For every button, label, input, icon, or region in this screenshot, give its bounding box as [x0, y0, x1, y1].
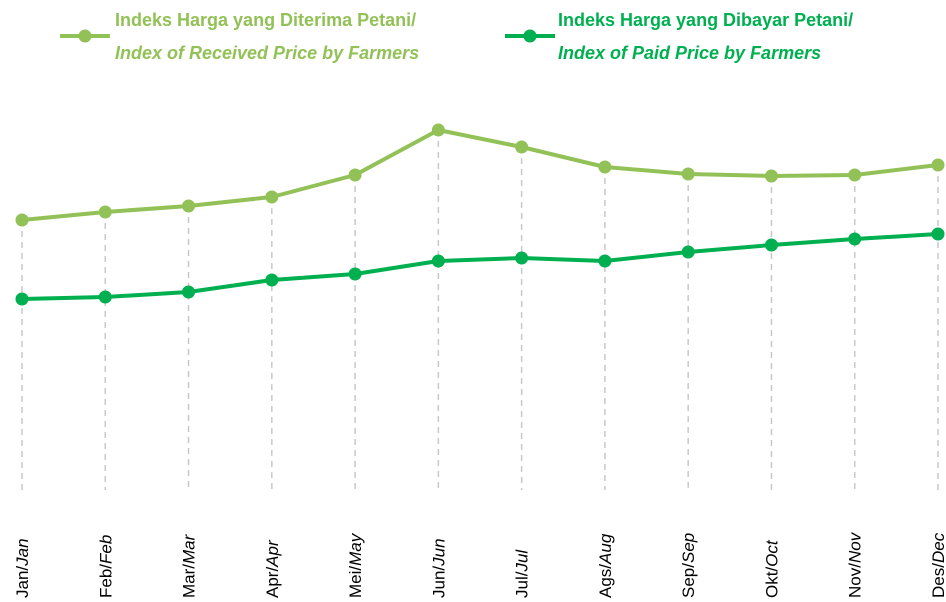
x-tick-label: Mei/May	[346, 532, 365, 598]
point	[265, 273, 279, 287]
point	[265, 190, 279, 204]
x-tick-label: Sep/Sep	[679, 533, 698, 598]
point	[848, 168, 862, 182]
legend-label: Indeks Harga yang Dibayar Petani/Index o…	[558, 10, 853, 63]
x-tick-label: Apr/Apr	[263, 539, 282, 598]
point	[15, 213, 29, 227]
point	[98, 205, 112, 219]
x-tick-label: Nov/Nov	[846, 531, 865, 598]
point	[931, 158, 945, 172]
series-line	[21, 128, 939, 222]
x-tick-label: Mar/Mar	[180, 533, 199, 598]
point	[515, 140, 529, 154]
point	[764, 169, 778, 183]
series-line	[21, 232, 939, 301]
x-tick-label: Jul/Jul	[513, 549, 532, 598]
point	[515, 251, 529, 265]
point	[931, 227, 945, 241]
point	[598, 254, 612, 268]
point	[15, 292, 29, 306]
legend-label: Indeks Harga yang Diterima Petani/Index …	[115, 10, 419, 63]
point	[98, 290, 112, 304]
x-tick-label: Feb/Feb	[96, 535, 115, 598]
point	[182, 199, 196, 213]
point	[764, 238, 778, 252]
legend-marker	[78, 29, 92, 43]
x-tick-label: Okt/Oct	[762, 539, 781, 598]
legend-marker	[523, 29, 537, 43]
point	[348, 168, 362, 182]
point	[431, 254, 445, 268]
point	[681, 245, 695, 259]
x-tick-label: Des/Dec	[929, 532, 946, 598]
x-tick-label: Jun/Jun	[429, 538, 448, 598]
x-tick-label: Jan/Jan	[13, 538, 32, 598]
x-tick-label: Ags/Aug	[596, 533, 615, 598]
point	[348, 267, 362, 281]
point	[848, 232, 862, 246]
point	[431, 123, 445, 137]
point	[681, 167, 695, 181]
point	[598, 160, 612, 174]
point	[182, 285, 196, 299]
